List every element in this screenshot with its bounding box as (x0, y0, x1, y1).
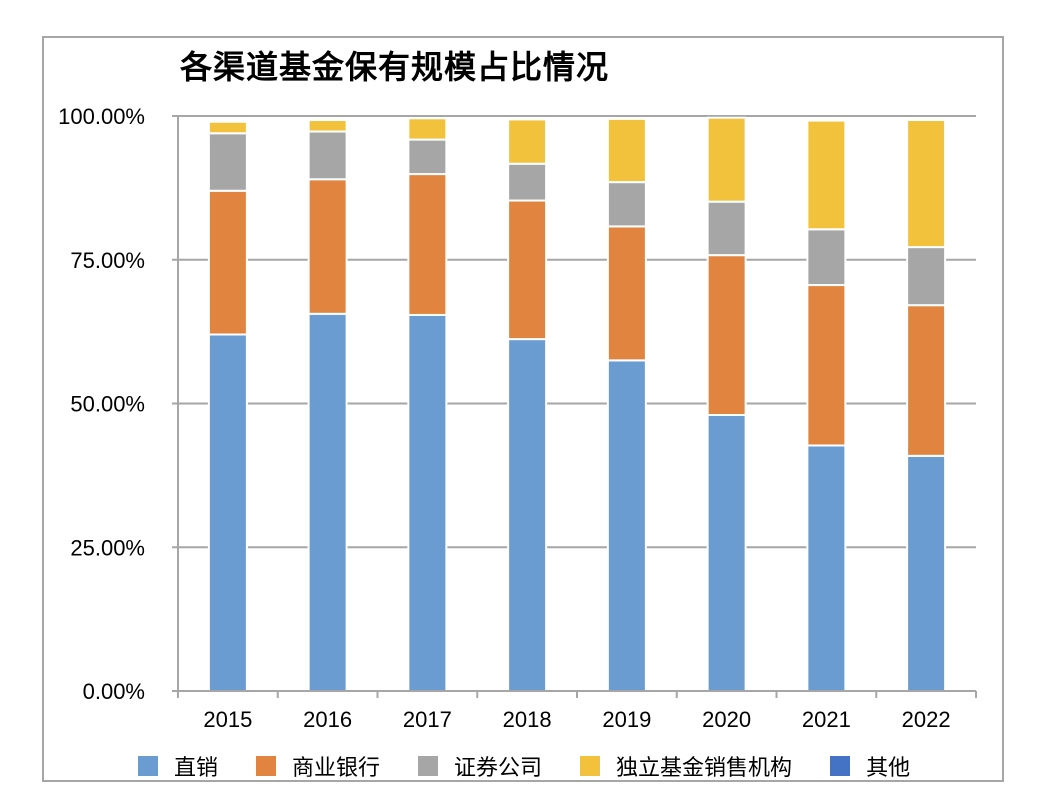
bar-segment (207, 120, 248, 135)
y-tick-label: 100.00% (58, 104, 145, 129)
legend-item: 其他 (830, 750, 910, 782)
legend-label: 证券公司 (454, 756, 543, 781)
bar-segment (507, 162, 548, 202)
x-tick-label: 2018 (503, 707, 552, 732)
bar-segment (706, 414, 747, 692)
x-tick-label: 2021 (802, 707, 851, 732)
x-tick-label: 2015 (203, 707, 252, 732)
bar-segment (806, 119, 847, 231)
y-tick-label: 25.00% (70, 535, 145, 560)
bar-segment (706, 254, 747, 416)
bar-segment (307, 119, 348, 133)
bar-segment (906, 304, 947, 457)
bar-segment (806, 228, 847, 287)
legend-swatch (830, 756, 851, 776)
legend-item: 独立基金销售机构 (580, 750, 792, 782)
bar-segment (906, 246, 947, 307)
legend-swatch (580, 756, 601, 776)
bar-segment (207, 333, 248, 692)
bar-segment (806, 444, 847, 692)
bar-segment (706, 116, 747, 203)
bar-segment (507, 199, 548, 341)
y-tick-label: 0.00% (83, 679, 145, 704)
bar-segment (606, 181, 647, 228)
y-tick-label: 75.00% (70, 248, 145, 273)
legend-label: 独立基金销售机构 (616, 756, 793, 781)
bar-segment (207, 132, 248, 192)
bar-segment (906, 119, 947, 249)
legend-label: 其他 (866, 756, 911, 781)
legend-label: 直销 (174, 756, 219, 781)
bar-segment (906, 454, 947, 693)
bar-segment (606, 359, 647, 692)
bar-segment (507, 338, 548, 692)
bar-segment (806, 284, 847, 447)
y-tick-label: 50.00% (70, 392, 145, 417)
legend-swatch (138, 756, 158, 776)
bar-segment (407, 138, 448, 176)
chart-title: 各渠道基金保有规模占比情况 (180, 48, 610, 86)
legend-label: 商业银行 (292, 756, 381, 781)
legend-item: 商业银行 (256, 750, 380, 782)
x-tick-label: 2020 (702, 707, 751, 732)
x-tick-label: 2017 (403, 707, 452, 732)
legend-item: 证券公司 (418, 750, 542, 782)
bar-segment (307, 178, 348, 315)
bar-segment (307, 312, 348, 692)
bar-segment (407, 117, 448, 141)
x-tick-label: 2022 (902, 707, 951, 732)
bar-segment (407, 313, 448, 692)
bar-segment (507, 118, 548, 165)
x-tick-label: 2016 (303, 707, 352, 732)
bar-segment (307, 130, 348, 181)
x-tick-label: 2019 (602, 707, 651, 732)
bar-segment (606, 225, 647, 362)
legend-swatch (418, 756, 439, 776)
bar-segment (407, 173, 448, 316)
chart-legend: 直销 商业银行 证券公司 独立基金销售机构 其他 (138, 750, 948, 782)
legend-item: 直销 (138, 750, 218, 782)
bar-segment (207, 189, 248, 336)
bar-segment (606, 117, 647, 184)
bar-segment (706, 200, 747, 257)
legend-swatch (256, 756, 277, 776)
